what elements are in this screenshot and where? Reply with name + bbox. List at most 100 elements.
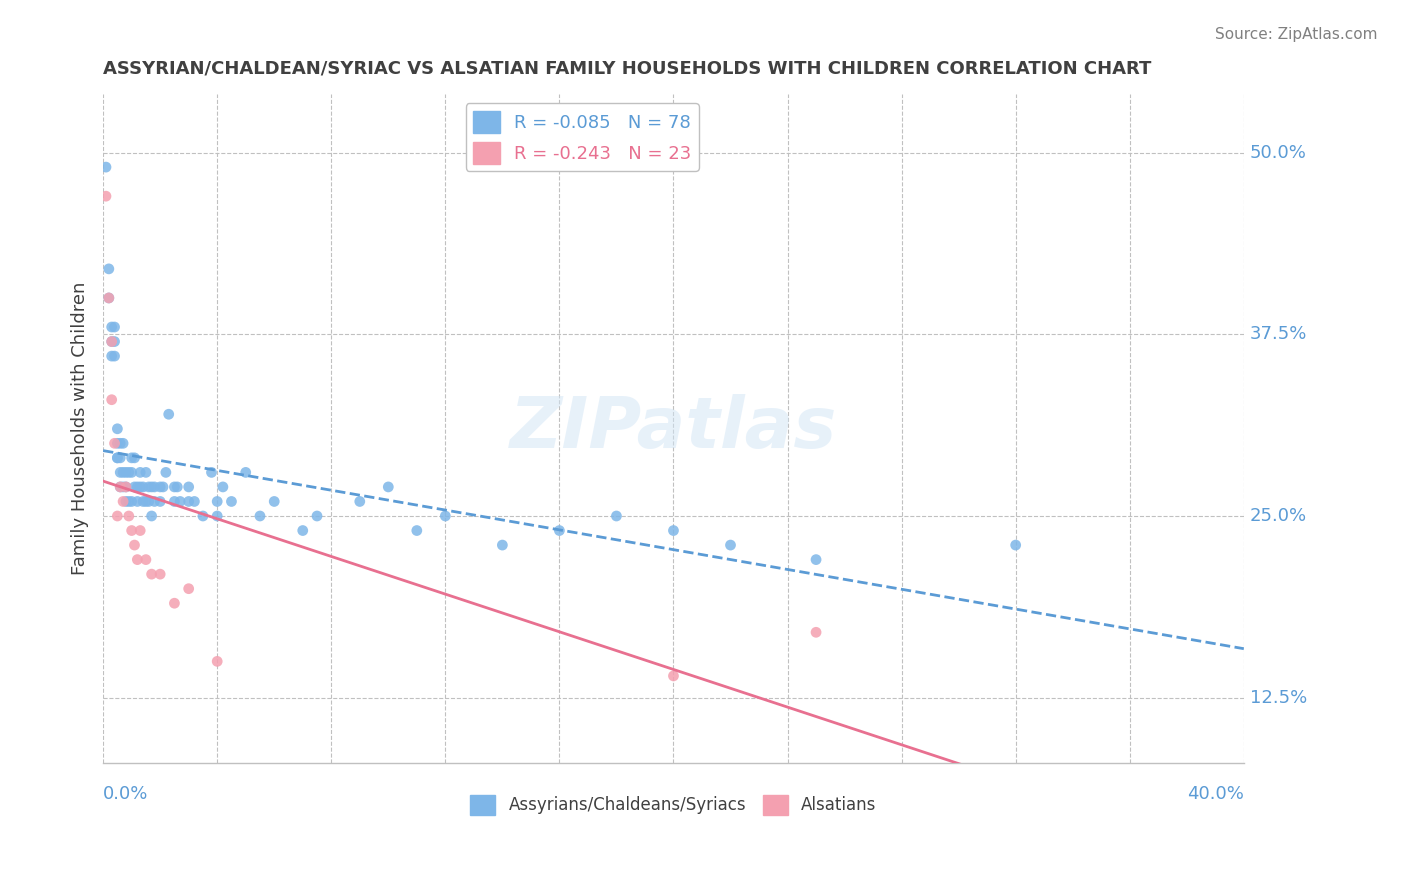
Point [127,480,149,494]
Point [263,494,285,508]
Point [103,436,125,450]
Point [235,466,257,480]
Point [110,466,132,480]
Point [94,189,117,203]
Point [118,466,141,480]
Point [124,480,146,494]
Point [105,450,128,465]
Point [163,596,186,610]
Point [124,450,146,465]
Point [249,508,271,523]
Point [205,654,228,668]
Point [141,567,163,582]
Point [129,524,152,538]
Point [97,291,120,305]
Point [100,334,122,349]
Point [112,480,135,494]
Point [97,261,120,276]
Point [112,466,135,480]
Text: 0.0%: 0.0% [103,785,149,803]
Point [110,480,132,494]
Point [110,450,132,465]
Point [100,392,122,407]
Text: ZIPatlas: ZIPatlas [510,394,837,463]
Text: 37.5%: 37.5% [1250,326,1308,343]
Point [105,436,128,450]
Point [349,494,371,508]
Point [662,524,685,538]
Point [1004,538,1026,552]
Point [491,538,513,552]
Point [110,480,132,494]
Point [157,407,180,421]
Point [124,538,146,552]
Point [205,494,228,508]
Point [100,320,122,334]
Point [121,466,143,480]
Point [149,480,172,494]
Point [377,480,399,494]
Point [163,480,186,494]
Point [177,480,200,494]
Point [121,494,143,508]
Point [132,480,155,494]
Point [143,494,166,508]
Point [105,422,128,436]
Point [149,494,172,508]
Point [152,480,174,494]
Point [127,552,149,566]
Point [804,552,827,566]
Point [405,524,427,538]
Point [135,494,157,508]
Text: 25.0%: 25.0% [1250,507,1306,525]
Point [169,494,191,508]
Point [662,669,685,683]
Point [112,436,135,450]
Point [166,480,188,494]
Point [138,494,160,508]
Point [94,160,117,174]
Point [149,567,172,582]
Point [103,349,125,363]
Point [121,524,143,538]
Point [141,480,163,494]
Point [605,508,627,523]
Point [221,494,243,508]
Point [191,508,214,523]
Point [115,466,138,480]
Point [177,494,200,508]
Point [115,494,138,508]
Point [291,524,314,538]
Point [434,508,457,523]
Point [118,494,141,508]
Point [100,349,122,363]
Text: Source: ZipAtlas.com: Source: ZipAtlas.com [1215,27,1378,42]
Point [548,524,571,538]
Point [177,582,200,596]
Point [135,466,157,480]
Point [183,494,205,508]
Text: ASSYRIAN/CHALDEAN/SYRIAC VS ALSATIAN FAMILY HOUSEHOLDS WITH CHILDREN CORRELATION: ASSYRIAN/CHALDEAN/SYRIAC VS ALSATIAN FAM… [103,60,1152,78]
Point [105,508,128,523]
Point [804,625,827,640]
Point [305,508,328,523]
Point [118,508,141,523]
Legend: Assyrians/Chaldeans/Syriacs, Alsatians: Assyrians/Chaldeans/Syriacs, Alsatians [464,788,883,822]
Text: 12.5%: 12.5% [1250,689,1306,706]
Point [143,480,166,494]
Point [105,450,128,465]
Text: 40.0%: 40.0% [1187,785,1244,803]
Point [97,291,120,305]
Point [121,450,143,465]
Point [112,494,135,508]
Point [129,466,152,480]
Point [100,334,122,349]
Point [115,480,138,494]
Y-axis label: Family Households with Children: Family Households with Children [72,282,89,575]
Point [212,480,235,494]
Point [115,480,138,494]
Point [163,494,186,508]
Point [138,480,160,494]
Point [129,480,152,494]
Point [103,334,125,349]
